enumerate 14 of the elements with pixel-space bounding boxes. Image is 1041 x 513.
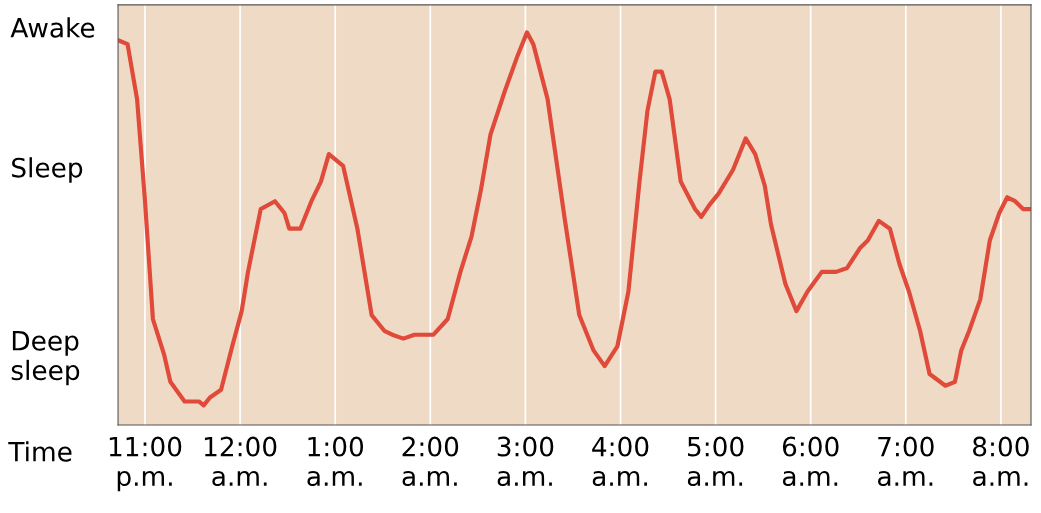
x-axis-title: Time — [8, 441, 72, 462]
text: Deep sleep — [11, 331, 80, 386]
x-tick-label: 6:00 a.m. — [782, 436, 839, 487]
x-tick-label: 4:00 a.m. — [592, 436, 649, 487]
x-tick-label: 8:00 a.m. — [973, 436, 1029, 487]
x-tick-label: 2:00 a.m. — [402, 436, 459, 487]
x-tick-label: 7:00 a.m. — [878, 436, 934, 487]
x-tick-label: 1:00 a.m. — [307, 436, 364, 487]
text: Sleep — [12, 157, 83, 183]
x-tick-label: 5:00 a.m. — [687, 436, 744, 487]
text: Awake — [10, 17, 95, 38]
x-tick-label: 12:00 a.m. — [204, 436, 277, 487]
x-tick-label: 3:00 a.m. — [497, 436, 554, 487]
x-tick-label: 11:00 p.m. — [109, 436, 182, 492]
